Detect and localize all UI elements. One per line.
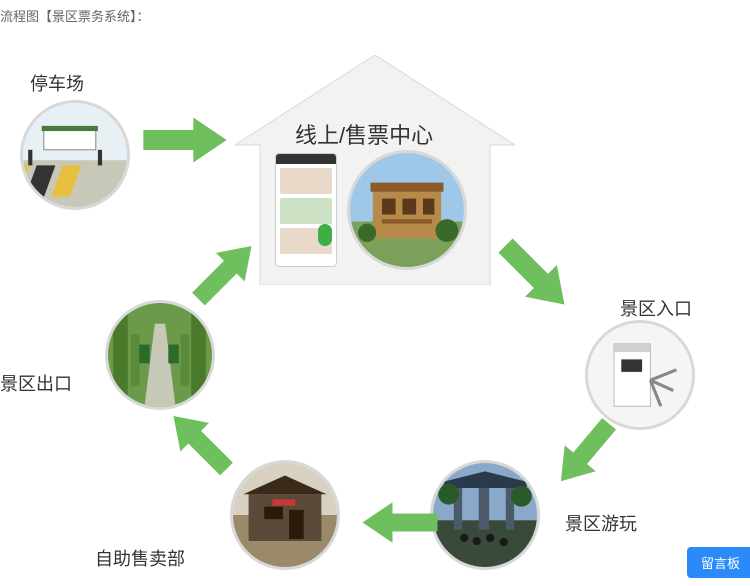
arrow-a1	[140, 115, 230, 165]
node-tour	[430, 460, 540, 570]
ticket-booth-icon	[347, 150, 467, 270]
diagram-title: 流程图【景区票务系统】：	[0, 6, 150, 25]
flow-diagram: 流程图【景区票务系统】： 线上/售票中心	[0, 0, 750, 586]
message-board-button[interactable]: 留言板	[687, 547, 750, 578]
node-label-tour: 景区游玩	[565, 510, 637, 536]
node-label-exit: 景区出口	[0, 370, 72, 396]
arrow-a5	[156, 398, 244, 486]
arrow-a4	[360, 500, 440, 545]
node-shop	[230, 460, 340, 570]
center-hub-icons	[275, 150, 467, 270]
node-label-parking: 停车场	[30, 70, 84, 96]
node-parking	[20, 100, 130, 210]
node-exit	[105, 300, 215, 410]
phone-icon	[275, 153, 337, 267]
center-hub-label: 线上/售票中心	[295, 118, 433, 150]
node-label-entrance: 景区入口	[620, 295, 692, 321]
node-label-shop: 自助售卖部	[95, 545, 185, 571]
